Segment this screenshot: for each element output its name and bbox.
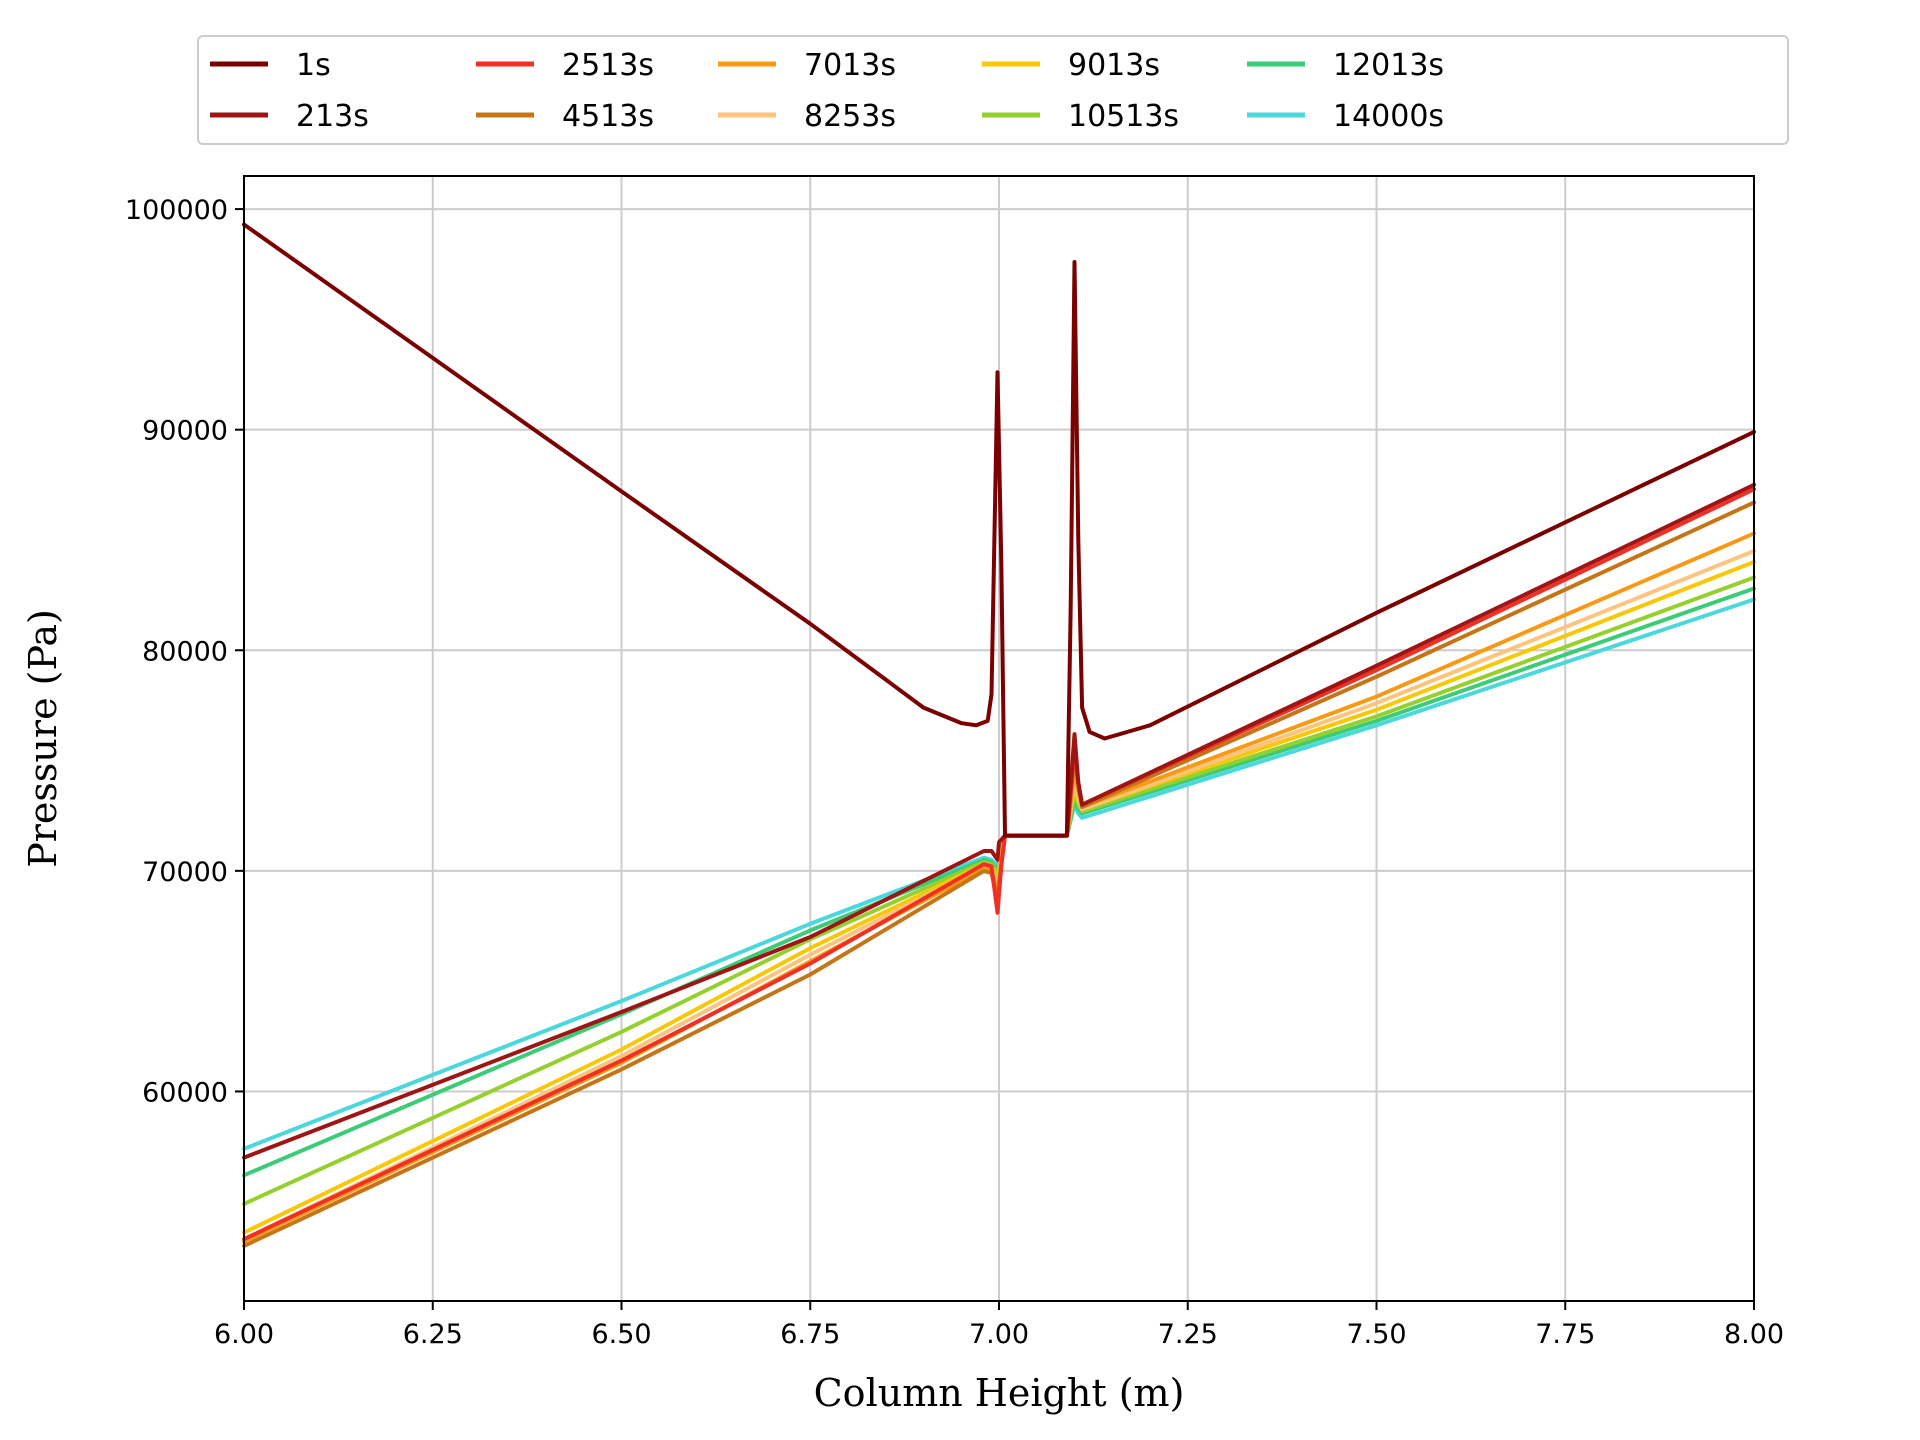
legend-label: 12013s	[1333, 48, 1444, 83]
y-tick-label: 100000	[125, 195, 228, 226]
x-tick-label: 6.75	[780, 1319, 840, 1350]
legend-items: 1s 213s 2513s 4513s 7013s 8253s 9013s 10513s 120…	[210, 48, 1444, 134]
x-tick-label: 7.25	[1158, 1319, 1218, 1350]
legend-label: 9013s	[1068, 48, 1160, 83]
x-axis-title: Column Height (m)	[814, 1371, 1185, 1415]
y-tick-label: 70000	[142, 857, 228, 888]
legend-label: 4513s	[562, 99, 654, 134]
y-tick-label: 90000	[142, 416, 228, 447]
series-line-1s	[242, 222, 1756, 838]
x-tick-label: 8.00	[1724, 1319, 1784, 1350]
legend-entry: 9013s	[982, 48, 1160, 83]
legend-entry: 1s	[210, 48, 331, 83]
legend-entry: 14000s	[1247, 99, 1444, 134]
legend-label: 1s	[296, 48, 331, 83]
legend-label: 2513s	[562, 48, 654, 83]
legend-label: 14000s	[1333, 99, 1444, 134]
y-tick-label: 80000	[142, 636, 228, 667]
legend-box	[197, 35, 1789, 145]
legend-entry: 8253s	[718, 99, 896, 134]
legend-entry: 213s	[210, 99, 369, 134]
legend-entry: 12013s	[1247, 48, 1444, 83]
legend-entry: 7013s	[718, 48, 896, 83]
legend-label: 7013s	[804, 48, 896, 83]
legend-entry: 4513s	[476, 99, 654, 134]
series-lines	[242, 222, 1756, 1248]
axis-ticks: 6.00 6.25 6.50 6.75 7.00 7.25 7.50 7.75 8.00 6000…	[125, 195, 1784, 1350]
legend-entry: 2513s	[476, 48, 654, 83]
y-tick-label: 60000	[142, 1077, 228, 1108]
legend-entry: 10513s	[982, 99, 1179, 134]
x-tick-label: 7.75	[1535, 1319, 1595, 1350]
y-axis-title: Pressure (Pa)	[21, 609, 65, 868]
x-tick-label: 6.50	[591, 1319, 651, 1350]
legend-label: 8253s	[804, 99, 896, 134]
x-tick-label: 7.50	[1346, 1319, 1406, 1350]
x-tick-label: 7.00	[969, 1319, 1029, 1350]
x-tick-label: 6.25	[403, 1319, 463, 1350]
series-line-213s	[242, 482, 1756, 1160]
x-tick-label: 6.00	[214, 1319, 274, 1350]
legend-label: 10513s	[1068, 99, 1179, 134]
legend: 1s 213s 2513s 4513s 7013s 8253s 9013s 10513s 120…	[197, 35, 1789, 145]
legend-label: 213s	[296, 99, 369, 134]
